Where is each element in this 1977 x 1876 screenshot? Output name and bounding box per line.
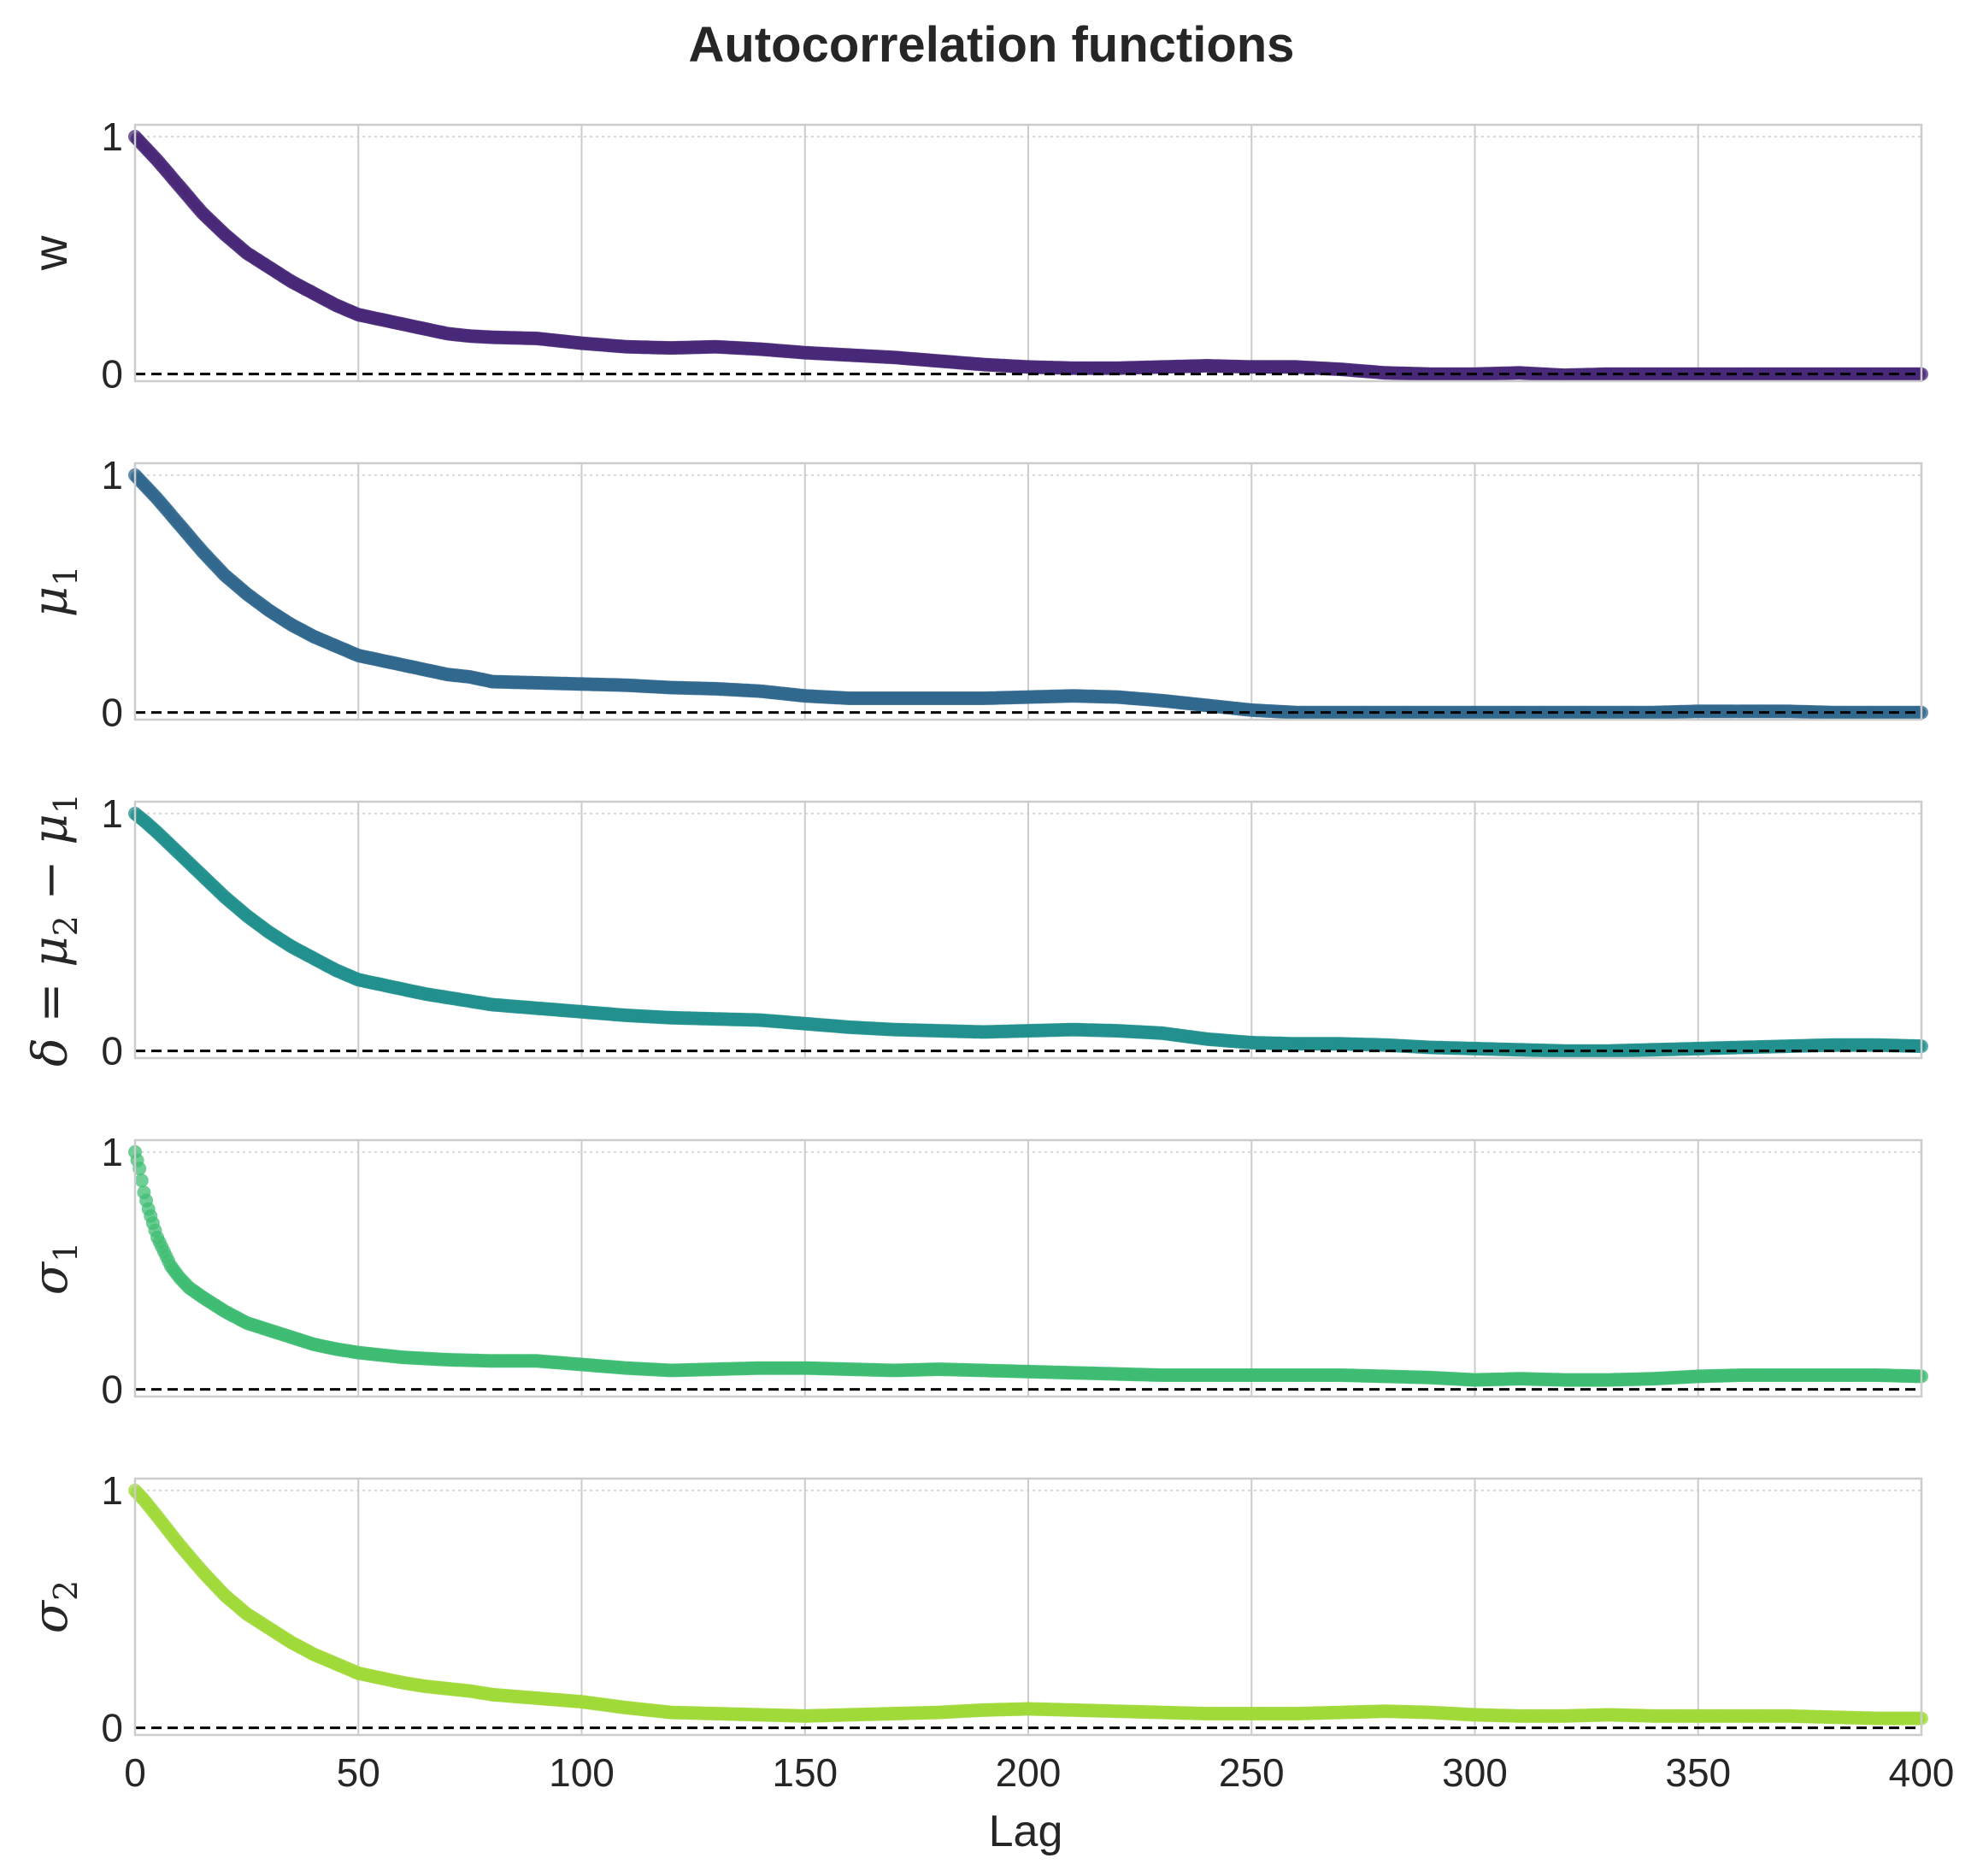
- acf-points: [128, 1483, 1928, 1726]
- y-tick-label: 1: [101, 1130, 123, 1174]
- y-axis-label: δ = μ2 − μ1: [23, 793, 85, 1067]
- acf-point: [134, 1173, 149, 1188]
- panel-3: 0 1 δ = μ2 − μ1: [23, 791, 1928, 1073]
- y-tick-label: 1: [101, 1468, 123, 1513]
- y-axis-label: σ1: [23, 1242, 85, 1295]
- y-tick-label: 1: [101, 791, 123, 836]
- x-tick-label: 200: [996, 1750, 1062, 1795]
- x-tick-label: 50: [337, 1750, 380, 1795]
- x-tick-labels: 0 50 100 150 200 250 300 350 400: [124, 1750, 1954, 1795]
- acf-points: [128, 1144, 1928, 1387]
- x-tick-label: 350: [1665, 1750, 1731, 1795]
- y-tick-label: 0: [101, 1367, 123, 1412]
- y-tick-label: 0: [101, 691, 123, 735]
- y-axis-label: w: [23, 235, 77, 271]
- chart-title: Autocorrelation functions: [689, 17, 1295, 73]
- x-tick-label: 150: [772, 1750, 838, 1795]
- panel-2: 0 1 μ1: [23, 453, 1928, 735]
- y-tick-label: 0: [101, 352, 123, 397]
- y-tick-label: 0: [101, 1029, 123, 1073]
- y-tick-label: 1: [101, 115, 123, 159]
- panel-5: 0 1 σ2: [23, 1468, 1928, 1750]
- y-tick-label: 1: [101, 453, 123, 497]
- acf-points: [128, 468, 1928, 720]
- x-tick-label: 250: [1219, 1750, 1285, 1795]
- panel-4: 0 1 σ1: [23, 1130, 1928, 1412]
- y-axis-label: σ2: [23, 1580, 85, 1633]
- x-tick-label: 100: [549, 1750, 615, 1795]
- panel-frame: [133, 462, 1923, 721]
- x-tick-label: 0: [124, 1750, 146, 1795]
- panel-1: 0 1 w: [23, 115, 1928, 397]
- x-tick-label: 400: [1889, 1750, 1955, 1795]
- x-axis-label: Lag: [989, 1807, 1063, 1856]
- panel-frame: [133, 1138, 1923, 1398]
- acf-points: [128, 806, 1928, 1058]
- panel-frame: [133, 1477, 1923, 1737]
- y-tick-label: 0: [101, 1706, 123, 1750]
- panels-group: 0 1 w 0 1 μ1 0 1 δ = μ2 − μ1 0 1 σ1 0 1 σ2 0 50 100 150 200…: [23, 115, 1954, 1795]
- panel-frame: [133, 123, 1923, 383]
- y-axis-label: μ1: [23, 566, 85, 618]
- x-tick-label: 300: [1442, 1750, 1508, 1795]
- panel-frame: [133, 800, 1923, 1060]
